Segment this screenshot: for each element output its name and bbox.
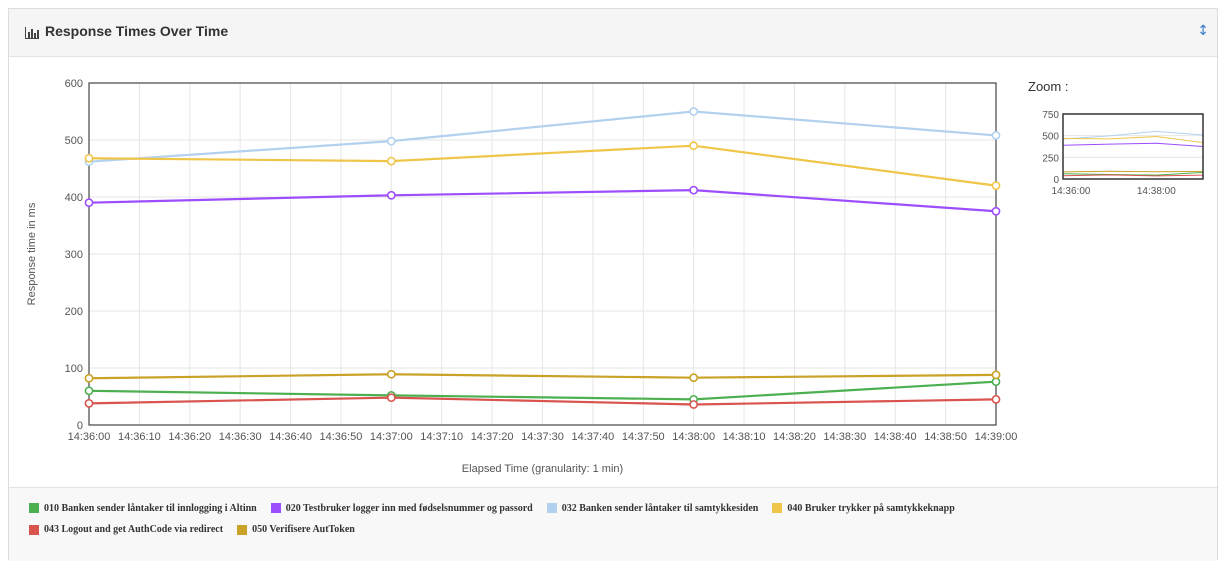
legend-swatch bbox=[772, 503, 783, 513]
series-line[interactable] bbox=[88, 110, 997, 163]
series-line[interactable] bbox=[88, 189, 997, 213]
x-axis-title: Elapsed Time (granularity: 1 min) bbox=[462, 463, 623, 475]
legend-label: 010 Banken sender låntaker til innloggin… bbox=[44, 502, 257, 514]
main-chart[interactable]: 0 100 200 300 400 500 600 14:36:00 14:36:10 14:36… bbox=[9, 57, 1019, 487]
x-tick-label: 14:36:30 bbox=[219, 431, 262, 443]
sort-arrows-icon[interactable]: ↕ bbox=[1197, 23, 1209, 39]
data-point[interactable] bbox=[84, 373, 94, 383]
x-tick-label: 14:38:50 bbox=[924, 431, 967, 443]
legend-swatch bbox=[546, 503, 557, 513]
x-tick-label: 14:36:10 bbox=[118, 431, 161, 443]
data-point[interactable] bbox=[991, 394, 1001, 404]
legend-item[interactable]: 020 Testbruker logger inn med fødselsnum… bbox=[270, 502, 533, 514]
zoom-y-tick-label: 500 bbox=[1042, 132, 1059, 143]
legend-swatch bbox=[29, 524, 39, 535]
data-point[interactable] bbox=[84, 386, 94, 396]
y-tick-label: 400 bbox=[65, 192, 83, 204]
x-tick-label: 14:36:20 bbox=[168, 431, 211, 443]
x-tick-label: 14:37:50 bbox=[622, 431, 665, 443]
zoom-y-tick-label: 250 bbox=[1042, 153, 1059, 164]
data-point[interactable] bbox=[689, 107, 699, 116]
legend-swatch bbox=[29, 503, 39, 513]
data-point[interactable] bbox=[386, 190, 396, 200]
legend-item[interactable]: 043 Logout and get AuthCode via redirect bbox=[29, 524, 223, 535]
x-tick-label: 14:38:00 bbox=[672, 431, 715, 443]
x-tick-label: 14:38:30 bbox=[823, 431, 866, 443]
zoom-series-line bbox=[1062, 130, 1204, 140]
x-tick-label: 14:36:40 bbox=[269, 431, 312, 443]
legend-swatch bbox=[237, 524, 248, 535]
zoom-x-tick-label: 14:38:00 bbox=[1137, 186, 1176, 197]
zoom-series-line bbox=[1062, 136, 1204, 144]
data-point[interactable] bbox=[991, 131, 1001, 140]
x-tick-label: 14:38:10 bbox=[723, 431, 766, 443]
x-tick-label: 14:38:20 bbox=[773, 431, 816, 443]
zoom-series-line bbox=[1062, 174, 1204, 177]
data-point[interactable] bbox=[991, 206, 1001, 216]
x-tick-label: 14:36:50 bbox=[320, 431, 363, 443]
x-tick-label: 14:36:00 bbox=[68, 431, 111, 443]
x-tick-label: 14:39:00 bbox=[975, 431, 1018, 443]
legend-item[interactable]: 032 Banken sender låntaker til samtykkes… bbox=[546, 502, 759, 514]
zoom-x-tick-label: 14:36:00 bbox=[1052, 186, 1091, 197]
x-tick-label: 14:37:40 bbox=[571, 431, 614, 443]
data-point[interactable] bbox=[386, 156, 396, 166]
legend-swatch bbox=[270, 503, 281, 513]
panel-header: Response Times Over Time ↕ bbox=[9, 9, 1217, 57]
legend-label: 040 Bruker trykker på samtykkeknapp bbox=[787, 502, 955, 514]
series-line[interactable] bbox=[88, 373, 997, 380]
y-tick-label: 200 bbox=[65, 306, 83, 318]
zoom-frame[interactable] bbox=[1062, 113, 1204, 180]
data-point[interactable] bbox=[386, 136, 396, 146]
x-tick-label: 14:38:40 bbox=[874, 431, 917, 443]
zoom-series-line bbox=[1062, 142, 1204, 147]
data-point[interactable] bbox=[386, 393, 396, 403]
legend-item[interactable]: 050 Verifisere AutToken bbox=[237, 524, 355, 535]
data-point[interactable] bbox=[84, 153, 94, 163]
data-point[interactable] bbox=[689, 400, 699, 409]
zoom-series-line bbox=[1062, 171, 1204, 176]
y-tick-label: 600 bbox=[65, 78, 83, 90]
data-point[interactable] bbox=[689, 141, 699, 151]
legend-label: 032 Banken sender låntaker til samtykkes… bbox=[561, 502, 759, 514]
x-tick-label: 14:37:20 bbox=[471, 431, 514, 443]
data-point[interactable] bbox=[991, 181, 1001, 191]
zoom-label: Zoom : bbox=[1028, 79, 1069, 94]
legend-label: 020 Testbruker logger inn med fødselsnum… bbox=[285, 502, 533, 514]
data-point[interactable] bbox=[689, 185, 699, 195]
y-tick-label: 100 bbox=[65, 363, 83, 375]
series-line[interactable] bbox=[88, 396, 997, 406]
y-tick-label: 300 bbox=[65, 249, 83, 261]
y-axis-title: Response time in ms bbox=[26, 202, 38, 305]
plot-frame bbox=[88, 82, 997, 426]
series-line[interactable] bbox=[88, 380, 997, 401]
zoom-chart[interactable]: 0 250 500 750 14:36:00 14:38:00 bbox=[1025, 109, 1205, 209]
legend-label: 050 Verifisere AutToken bbox=[252, 524, 355, 535]
x-tick-label: 14:37:10 bbox=[420, 431, 463, 443]
data-point[interactable] bbox=[84, 198, 94, 208]
data-point[interactable] bbox=[991, 370, 1001, 380]
y-tick-label: 500 bbox=[65, 135, 83, 147]
data-point[interactable] bbox=[84, 398, 94, 408]
zoom-y-tick-label: 750 bbox=[1042, 110, 1059, 121]
chart-legend: 010 Banken sender låntaker til innloggin… bbox=[9, 487, 1217, 561]
x-tick-label: 14:37:30 bbox=[521, 431, 564, 443]
data-point[interactable] bbox=[386, 369, 396, 379]
series-line[interactable] bbox=[88, 144, 997, 187]
zoom-series-line bbox=[1062, 170, 1204, 173]
legend-label: 043 Logout and get AuthCode via redirect bbox=[44, 524, 224, 535]
panel-title: Response Times Over Time bbox=[45, 23, 229, 39]
zoom-y-tick-label: 0 bbox=[1053, 175, 1059, 186]
y-tick-label: 0 bbox=[77, 420, 83, 432]
legend-item[interactable]: 010 Banken sender låntaker til innloggin… bbox=[29, 503, 257, 514]
data-point[interactable] bbox=[689, 373, 699, 383]
response-times-panel: Response Times Over Time ↕ 0 100 200 300 400… bbox=[8, 8, 1218, 561]
x-tick-label: 14:37:00 bbox=[370, 431, 413, 443]
bar-chart-icon bbox=[25, 27, 39, 39]
legend-item[interactable]: 040 Bruker trykker på samtykkeknapp bbox=[772, 502, 955, 514]
